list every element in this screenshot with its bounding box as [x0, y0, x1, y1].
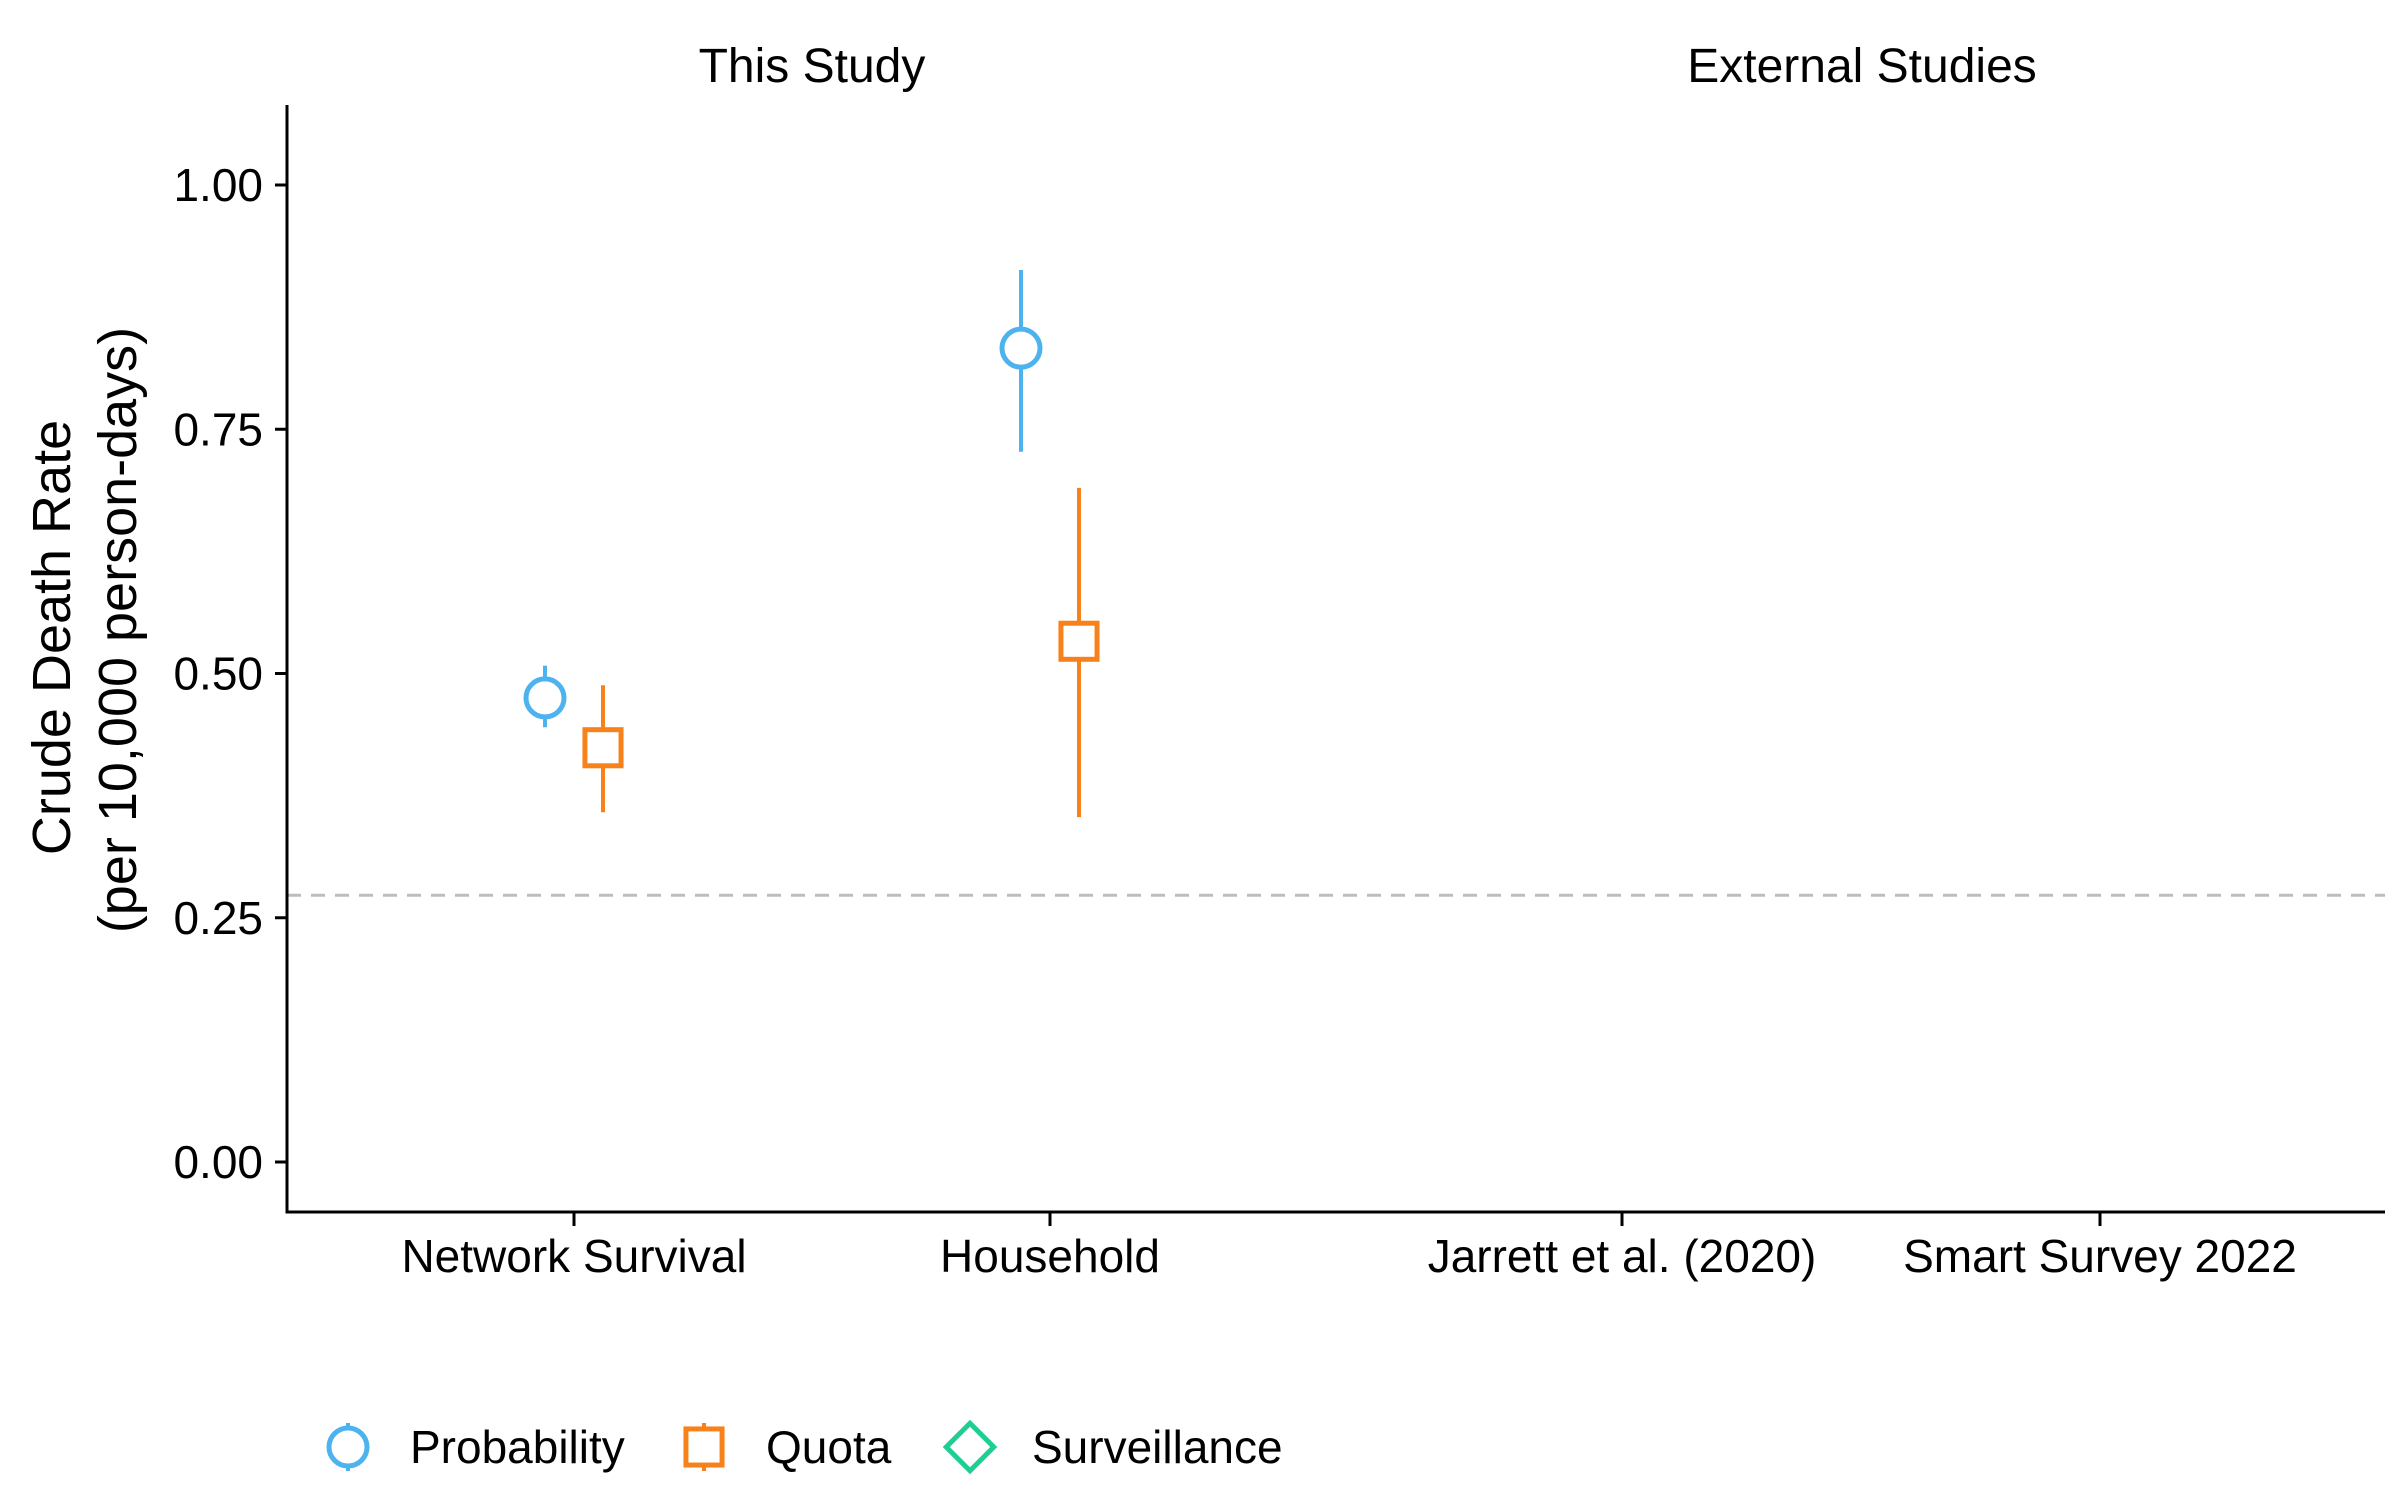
- x-axis-ticks: Network Survival Household Jarrett et al. …: [401, 1212, 2297, 1282]
- y-tick-label: 0.50: [173, 648, 263, 700]
- legend-label-surveillance: Surveillance: [1032, 1421, 1283, 1473]
- y-axis-ticks: 0.00 0.25 0.50 0.75 1.00: [173, 159, 287, 1188]
- legend-key-surveillance: [942, 1419, 998, 1475]
- data-marks: [523, 269, 1100, 818]
- x-tick-label-jarrett-et-al-2020: Jarrett et al. (2020): [1428, 1230, 1817, 1282]
- legend-key-probability: [326, 1425, 370, 1469]
- legend-label-probability: Probability: [410, 1421, 625, 1473]
- x-tick-label-network-survival: Network Survival: [401, 1230, 746, 1282]
- point-quota-network-survival: [582, 727, 624, 769]
- y-axis-title-line2: (per 10,000 person-days): [88, 327, 148, 933]
- y-tick-label: 0.75: [173, 403, 263, 455]
- y-axis-title-line1: Crude Death Rate: [22, 420, 82, 855]
- x-tick-label-household: Household: [940, 1230, 1160, 1282]
- point-probability-household: [999, 326, 1043, 370]
- point-probability-network-survival: [523, 676, 567, 720]
- legend-key-quota: [683, 1426, 725, 1468]
- facet-strip-labels: This Study External Studies: [699, 40, 2037, 93]
- facet-label-external-studies: External Studies: [1687, 40, 2037, 93]
- y-axis-title: Crude Death Rate (per 10,000 person-days…: [22, 327, 148, 933]
- facet-label-this-study: This Study: [699, 40, 926, 93]
- legend: Probability Quota Surveillance: [326, 1419, 1283, 1475]
- axes: [285, 105, 2385, 1214]
- y-tick-label: 1.00: [173, 159, 263, 211]
- x-tick-label-smart-survey-2022: Smart Survey 2022: [1903, 1230, 2297, 1282]
- y-tick-label: 0.25: [173, 892, 263, 944]
- point-quota-household: [1058, 620, 1100, 662]
- legend-label-quota: Quota: [766, 1421, 892, 1473]
- y-tick-label: 0.00: [173, 1136, 263, 1188]
